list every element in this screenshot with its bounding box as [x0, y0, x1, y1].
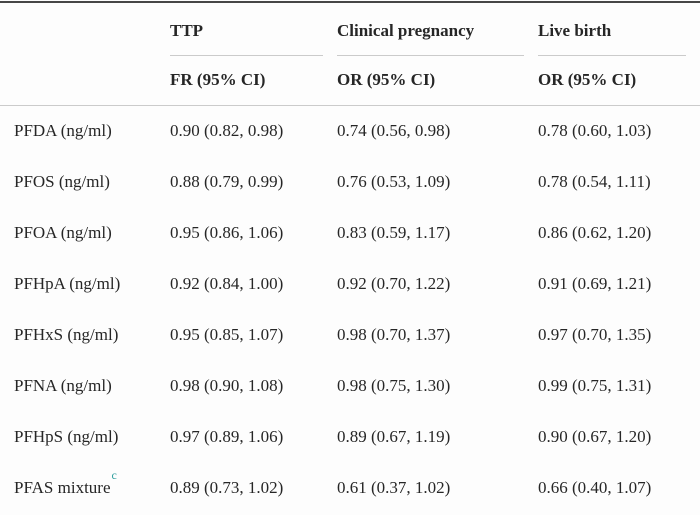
clinical-pregnancy-or-value: 0.83 (0.59, 1.17): [337, 223, 451, 242]
measure-header-clinical-or: OR (95% CI): [337, 56, 538, 106]
live-birth-or-value: 0.86 (0.62, 1.20): [538, 223, 652, 242]
compound-label: PFDA (ng/ml): [14, 121, 112, 140]
measure-header-ttp-fr: FR (95% CI): [170, 56, 337, 106]
compound-label: PFHpA (ng/ml): [14, 274, 121, 293]
compound-cell: PFHpS (ng/ml): [0, 412, 170, 463]
ttp-fr-value: 0.95 (0.85, 1.07): [170, 325, 284, 344]
table-row: PFDA (ng/ml) 0.90 (0.82, 0.98) 0.74 (0.5…: [0, 106, 700, 158]
column-header-ttp: TTP: [170, 3, 323, 56]
table-row: PFHpS (ng/ml) 0.97 (0.89, 1.06) 0.89 (0.…: [0, 412, 700, 463]
clinical-pregnancy-or-value: 0.61 (0.37, 1.02): [337, 478, 451, 497]
table-row: PFOA (ng/ml) 0.95 (0.86, 1.06) 0.83 (0.5…: [0, 208, 700, 259]
ttp-fr-value: 0.92 (0.84, 1.00): [170, 274, 284, 293]
compound-label: PFOA (ng/ml): [14, 223, 112, 242]
ttp-fr-value: 0.88 (0.79, 0.99): [170, 172, 284, 191]
compound-label: PFHxS (ng/ml): [14, 325, 119, 344]
clinical-pregnancy-or-value: 0.98 (0.75, 1.30): [337, 376, 451, 395]
compound-label: PFOS (ng/ml): [14, 172, 110, 191]
ttp-fr-value: 0.98 (0.90, 1.08): [170, 376, 284, 395]
clinical-pregnancy-or-value: 0.89 (0.67, 1.19): [337, 427, 451, 446]
empty-corner-cell: [0, 2, 170, 56]
ttp-fr-value: 0.90 (0.82, 0.98): [170, 121, 284, 140]
compound-cell: PFHpA (ng/ml): [0, 259, 170, 310]
live-birth-or-value: 0.90 (0.67, 1.20): [538, 427, 652, 446]
column-header-clinical-pregnancy: Clinical pregnancy: [337, 3, 524, 56]
compound-cell: PFNA (ng/ml): [0, 361, 170, 412]
live-birth-or-value: 0.91 (0.69, 1.21): [538, 274, 652, 293]
live-birth-or-value: 0.99 (0.75, 1.31): [538, 376, 652, 395]
live-birth-or-value: 0.97 (0.70, 1.35): [538, 325, 652, 344]
table-row: PFHpA (ng/ml) 0.92 (0.84, 1.00) 0.92 (0.…: [0, 259, 700, 310]
measure-header-row: FR (95% CI) OR (95% CI) OR (95% CI): [0, 56, 700, 106]
live-birth-or-value: 0.78 (0.54, 1.11): [538, 172, 651, 191]
clinical-pregnancy-or-value: 0.98 (0.70, 1.37): [337, 325, 451, 344]
live-birth-or-value: 0.66 (0.40, 1.07): [538, 478, 652, 497]
compound-cell: PFHxS (ng/ml): [0, 310, 170, 361]
compound-label: PFAS mixture: [14, 478, 111, 497]
live-birth-or-value: 0.78 (0.60, 1.03): [538, 121, 652, 140]
table-row: PFOS (ng/ml) 0.88 (0.79, 0.99) 0.76 (0.5…: [0, 157, 700, 208]
compound-cell: PFOS (ng/ml): [0, 157, 170, 208]
table-row: PFHxS (ng/ml) 0.95 (0.85, 1.07) 0.98 (0.…: [0, 310, 700, 361]
compound-cell: PFAS mixturec: [0, 463, 170, 514]
clinical-pregnancy-or-value: 0.76 (0.53, 1.09): [337, 172, 451, 191]
ttp-fr-value: 0.89 (0.73, 1.02): [170, 478, 284, 497]
compound-cell: PFOA (ng/ml): [0, 208, 170, 259]
column-header-live-birth: Live birth: [538, 3, 686, 56]
empty-measure-cell: [0, 56, 170, 106]
table-row: PFAS mixturec 0.89 (0.73, 1.02) 0.61 (0.…: [0, 463, 700, 514]
clinical-pregnancy-or-value: 0.74 (0.56, 0.98): [337, 121, 451, 140]
compound-cell: PFDA (ng/ml): [0, 106, 170, 158]
ttp-fr-value: 0.95 (0.86, 1.06): [170, 223, 284, 242]
compound-label: PFNA (ng/ml): [14, 376, 112, 395]
footnote-c-link[interactable]: c: [111, 468, 117, 483]
compound-label: PFHpS (ng/ml): [14, 427, 119, 446]
ttp-fr-value: 0.97 (0.89, 1.06): [170, 427, 284, 446]
column-group-header-row: TTP Clinical pregnancy Live birth: [0, 2, 700, 56]
table-row: PFNA (ng/ml) 0.98 (0.90, 1.08) 0.98 (0.7…: [0, 361, 700, 412]
clinical-pregnancy-or-value: 0.92 (0.70, 1.22): [337, 274, 451, 293]
measure-header-live-or: OR (95% CI): [538, 56, 700, 106]
